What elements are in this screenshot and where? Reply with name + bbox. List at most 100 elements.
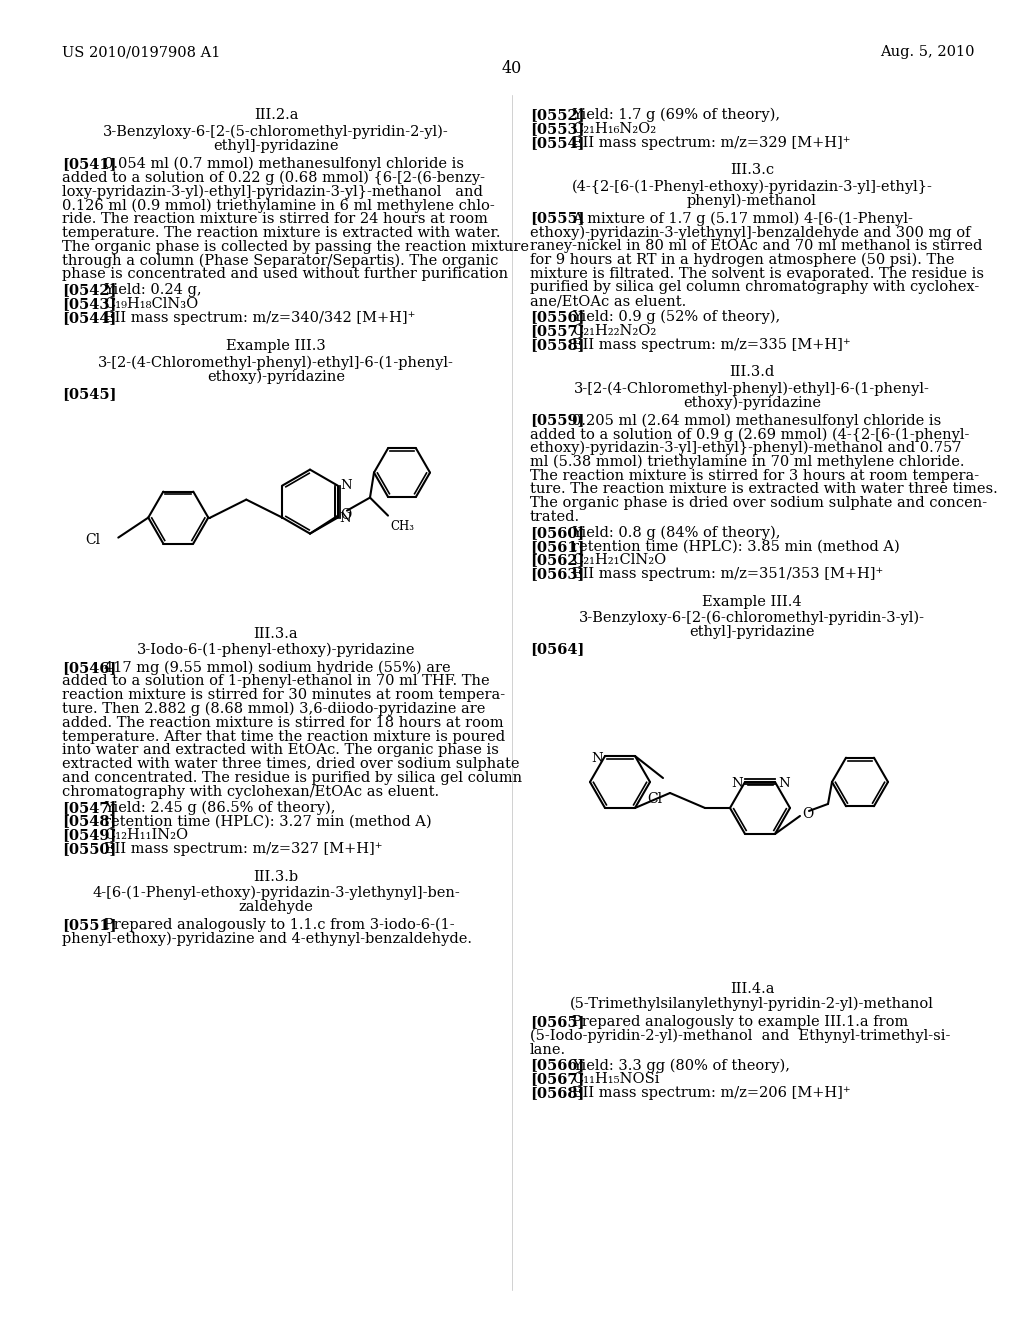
Text: retention time (HPLC): 3.27 min (method A): retention time (HPLC): 3.27 min (method … [104, 814, 432, 829]
Text: C₂₁H₂₁ClN₂O: C₂₁H₂₁ClN₂O [572, 553, 667, 568]
Text: [0565]: [0565] [530, 1015, 585, 1030]
Text: O: O [802, 807, 813, 821]
Text: [0556]: [0556] [530, 310, 585, 323]
Text: purified by silica gel column chromatography with cyclohex-: purified by silica gel column chromatogr… [530, 280, 979, 294]
Text: Yield: 1.7 g (69% of theory),: Yield: 1.7 g (69% of theory), [572, 108, 780, 123]
Text: ethoxy)-pyridazine: ethoxy)-pyridazine [683, 396, 821, 409]
Text: N: N [340, 512, 351, 525]
Text: temperature. After that time the reaction mixture is poured: temperature. After that time the reactio… [62, 730, 505, 743]
Text: through a column (Phase Separator/Separtis). The organic: through a column (Phase Separator/Separt… [62, 253, 499, 268]
Text: N: N [592, 751, 603, 764]
Text: [0548]: [0548] [62, 814, 117, 829]
Text: EII mass spectrum: m/z=206 [M+H]⁺: EII mass spectrum: m/z=206 [M+H]⁺ [572, 1086, 851, 1100]
Text: reaction mixture is stirred for 30 minutes at room tempera-: reaction mixture is stirred for 30 minut… [62, 688, 505, 702]
Text: 3-[2-(4-Chloromethyl-phenyl)-ethyl]-6-(1-phenyl-: 3-[2-(4-Chloromethyl-phenyl)-ethyl]-6-(1… [574, 381, 930, 396]
Text: loxy-pyridazin-3-yl)-ethyl]-pyridazin-3-yl}-methanol   and: loxy-pyridazin-3-yl)-ethyl]-pyridazin-3-… [62, 185, 483, 199]
Text: ethoxy)-pyridazin-3-ylethynyl]-benzaldehyde and 300 mg of: ethoxy)-pyridazin-3-ylethynyl]-benzaldeh… [530, 226, 971, 240]
Text: (5-Trimethylsilanylethynyl-pyridin-2-yl)-methanol: (5-Trimethylsilanylethynyl-pyridin-2-yl)… [570, 997, 934, 1011]
Text: III.4.a: III.4.a [730, 982, 774, 997]
Text: 3-Iodo-6-(1-phenyl-ethoxy)-pyridazine: 3-Iodo-6-(1-phenyl-ethoxy)-pyridazine [137, 643, 416, 657]
Text: phenyl-ethoxy)-pyridazine and 4-ethynyl-benzaldehyde.: phenyl-ethoxy)-pyridazine and 4-ethynyl-… [62, 932, 472, 946]
Text: [0567]: [0567] [530, 1072, 585, 1086]
Text: C₂₁H₂₂N₂O₂: C₂₁H₂₂N₂O₂ [572, 323, 656, 338]
Text: 0.205 ml (2.64 mmol) methanesulfonyl chloride is: 0.205 ml (2.64 mmol) methanesulfonyl chl… [572, 413, 941, 428]
Text: N: N [778, 777, 790, 791]
Text: 3-Benzyloxy-6-[2-(5-chloromethyl-pyridin-2-yl)-: 3-Benzyloxy-6-[2-(5-chloromethyl-pyridin… [103, 125, 449, 140]
Text: 0.126 ml (0.9 mmol) triethylamine in 6 ml methylene chlo-: 0.126 ml (0.9 mmol) triethylamine in 6 m… [62, 198, 495, 213]
Text: 4-[6-(1-Phenyl-ethoxy)-pyridazin-3-ylethynyl]-ben-: 4-[6-(1-Phenyl-ethoxy)-pyridazin-3-yleth… [92, 886, 460, 900]
Text: ture. The reaction mixture is extracted with water three times.: ture. The reaction mixture is extracted … [530, 482, 997, 496]
Text: [0561]: [0561] [530, 540, 585, 553]
Text: EII mass spectrum: m/z=351/353 [M+H]⁺: EII mass spectrum: m/z=351/353 [M+H]⁺ [572, 568, 884, 581]
Text: [0559]: [0559] [530, 413, 585, 428]
Text: EII mass spectrum: m/z=329 [M+H]⁺: EII mass spectrum: m/z=329 [M+H]⁺ [572, 136, 851, 149]
Text: [0566]: [0566] [530, 1059, 585, 1072]
Text: and concentrated. The residue is purified by silica gel column: and concentrated. The residue is purifie… [62, 771, 522, 785]
Text: [0555]: [0555] [530, 211, 585, 226]
Text: [0553]: [0553] [530, 121, 585, 136]
Text: [0552]: [0552] [530, 108, 585, 121]
Text: Yield: 0.8 g (84% of theory),: Yield: 0.8 g (84% of theory), [572, 525, 780, 540]
Text: [0549]: [0549] [62, 828, 117, 842]
Text: mixture is filtrated. The solvent is evaporated. The residue is: mixture is filtrated. The solvent is eva… [530, 267, 984, 281]
Text: 3-Benzyloxy-6-[2-(6-chloromethyl-pyridin-3-yl)-: 3-Benzyloxy-6-[2-(6-chloromethyl-pyridin… [579, 611, 925, 626]
Text: [0554]: [0554] [530, 136, 585, 149]
Text: EII mass spectrum: m/z=335 [M+H]⁺: EII mass spectrum: m/z=335 [M+H]⁺ [572, 338, 851, 351]
Text: O: O [340, 508, 351, 521]
Text: Yield: 0.9 g (52% of theory),: Yield: 0.9 g (52% of theory), [572, 310, 780, 325]
Text: III.3.b: III.3.b [253, 870, 299, 884]
Text: Prepared analogously to 1.1.c from 3-iodo-6-(1-: Prepared analogously to 1.1.c from 3-iod… [104, 917, 455, 932]
Text: A mixture of 1.7 g (5.17 mmol) 4-[6-(1-Phenyl-: A mixture of 1.7 g (5.17 mmol) 4-[6-(1-P… [572, 211, 912, 226]
Text: EII mass spectrum: m/z=340/342 [M+H]⁺: EII mass spectrum: m/z=340/342 [M+H]⁺ [104, 310, 416, 325]
Text: retention time (HPLC): 3.85 min (method A): retention time (HPLC): 3.85 min (method … [572, 540, 900, 553]
Text: Yield: 2.45 g (86.5% of theory),: Yield: 2.45 g (86.5% of theory), [104, 801, 336, 814]
Text: [0562]: [0562] [530, 553, 585, 568]
Text: phenyl)-methanol: phenyl)-methanol [687, 194, 817, 207]
Text: added to a solution of 0.9 g (2.69 mmol) (4-{2-[6-(1-phenyl-: added to a solution of 0.9 g (2.69 mmol)… [530, 428, 970, 442]
Text: trated.: trated. [530, 510, 581, 524]
Text: [0563]: [0563] [530, 568, 585, 581]
Text: raney-nickel in 80 ml of EtOAc and 70 ml methanol is stirred: raney-nickel in 80 ml of EtOAc and 70 ml… [530, 239, 982, 253]
Text: (5-Iodo-pyridin-2-yl)-methanol  and  Ethynyl-trimethyl-si-: (5-Iodo-pyridin-2-yl)-methanol and Ethyn… [530, 1028, 950, 1043]
Text: The reaction mixture is stirred for 3 hours at room tempera-: The reaction mixture is stirred for 3 ho… [530, 469, 979, 483]
Text: EII mass spectrum: m/z=327 [M+H]⁺: EII mass spectrum: m/z=327 [M+H]⁺ [104, 842, 383, 855]
Text: ethyl]-pyridazine: ethyl]-pyridazine [689, 624, 815, 639]
Text: US 2010/0197908 A1: US 2010/0197908 A1 [62, 45, 220, 59]
Text: C₁₁H₁₅NOSi: C₁₁H₁₅NOSi [572, 1072, 659, 1086]
Text: zaldehyde: zaldehyde [239, 900, 313, 913]
Text: [0542]: [0542] [62, 284, 117, 297]
Text: Example III.3: Example III.3 [226, 339, 326, 352]
Text: [0543]: [0543] [62, 297, 117, 312]
Text: lane.: lane. [530, 1043, 566, 1056]
Text: [0546]: [0546] [62, 660, 117, 675]
Text: N: N [731, 777, 743, 791]
Text: Yield: 3.3 gg (80% of theory),: Yield: 3.3 gg (80% of theory), [572, 1059, 790, 1073]
Text: C₁₂H₁₁IN₂O: C₁₂H₁₁IN₂O [104, 828, 188, 842]
Text: ane/EtOAc as eluent.: ane/EtOAc as eluent. [530, 294, 686, 308]
Text: 417 mg (9.55 mmol) sodium hydride (55%) are: 417 mg (9.55 mmol) sodium hydride (55%) … [104, 660, 451, 675]
Text: The organic phase is dried over sodium sulphate and concen-: The organic phase is dried over sodium s… [530, 496, 987, 511]
Text: Aug. 5, 2010: Aug. 5, 2010 [881, 45, 975, 59]
Text: III.2.a: III.2.a [254, 108, 298, 121]
Text: [0564]: [0564] [530, 642, 585, 656]
Text: ethoxy)-pyridazine: ethoxy)-pyridazine [207, 370, 345, 384]
Text: [0545]: [0545] [62, 387, 117, 400]
Text: [0550]: [0550] [62, 842, 117, 855]
Text: III.3.d: III.3.d [729, 366, 774, 379]
Text: Yield: 0.24 g,: Yield: 0.24 g, [104, 284, 202, 297]
Text: III.3.c: III.3.c [730, 164, 774, 177]
Text: added to a solution of 1-phenyl-ethanol in 70 ml THF. The: added to a solution of 1-phenyl-ethanol … [62, 675, 489, 689]
Text: [0547]: [0547] [62, 801, 117, 814]
Text: 40: 40 [502, 59, 522, 77]
Text: extracted with water three times, dried over sodium sulphate: extracted with water three times, dried … [62, 758, 519, 771]
Text: [0541]: [0541] [62, 157, 117, 172]
Text: C₁₉H₁₈ClN₃O: C₁₉H₁₈ClN₃O [104, 297, 199, 312]
Text: 0.054 ml (0.7 mmol) methanesulfonyl chloride is: 0.054 ml (0.7 mmol) methanesulfonyl chlo… [104, 157, 464, 172]
Text: ethoxy)-pyridazin-3-yl]-ethyl}-phenyl)-methanol and 0.757: ethoxy)-pyridazin-3-yl]-ethyl}-phenyl)-m… [530, 441, 962, 455]
Text: Prepared analogously to example III.1.a from: Prepared analogously to example III.1.a … [572, 1015, 908, 1030]
Text: ride. The reaction mixture is stirred for 24 hours at room: ride. The reaction mixture is stirred fo… [62, 213, 487, 226]
Text: ethyl]-pyridazine: ethyl]-pyridazine [213, 139, 339, 153]
Text: 3-[2-(4-Chloromethyl-phenyl)-ethyl]-6-(1-phenyl-: 3-[2-(4-Chloromethyl-phenyl)-ethyl]-6-(1… [98, 355, 454, 370]
Text: [0568]: [0568] [530, 1086, 585, 1100]
Text: ture. Then 2.882 g (8.68 mmol) 3,6-diiodo-pyridazine are: ture. Then 2.882 g (8.68 mmol) 3,6-diiod… [62, 702, 485, 717]
